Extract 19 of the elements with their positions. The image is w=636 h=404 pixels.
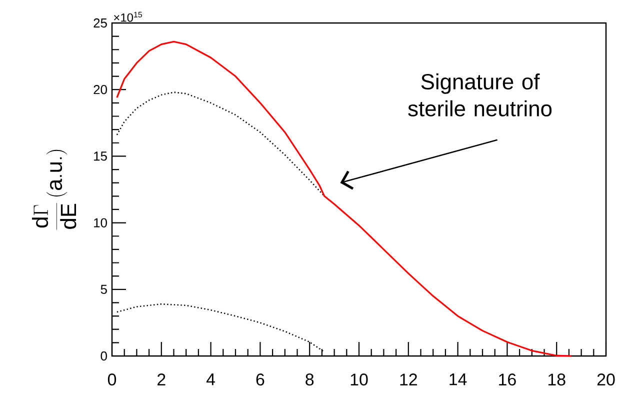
x-tick-label: 6 (256, 374, 264, 386)
x-tick-label: 12 (400, 374, 417, 386)
x-tick-label: 8 (306, 374, 314, 386)
annotation: Signature of sterile neutrino (408, 73, 552, 116)
x-tick-label: 16 (499, 374, 516, 386)
x-tick-label: 2 (158, 374, 166, 386)
y-tick-label: 10 (94, 218, 107, 228)
x-tick-label: 14 (450, 374, 467, 386)
y-tick-label: 15 (94, 152, 107, 161)
y-tick-label: 20 (94, 85, 107, 94)
x-tick-label: 4 (206, 374, 216, 386)
y-tick-label: 0 (100, 351, 107, 361)
x-tick-label: 10 (350, 374, 368, 386)
y-tick-label: 25 (94, 18, 107, 28)
text: ×10$^{15}$ (114, 12, 142, 22)
x-tick-label: 20 (597, 374, 615, 386)
y-tick-label: 5 (100, 284, 107, 294)
x-tick-label: 18 (548, 374, 566, 386)
y-axis-title: $\frac{\mathrm{d}\Gamma}{\mathrm{dE}}\,\mathrm{(a.u.)}$ (32, 150, 76, 230)
